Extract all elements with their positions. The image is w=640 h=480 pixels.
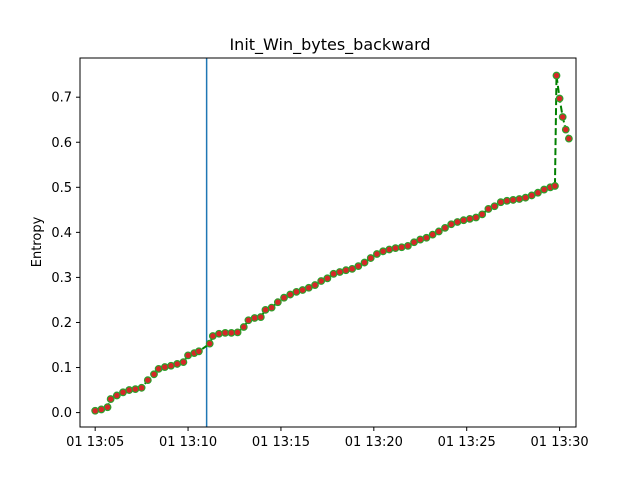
data-point (280, 293, 288, 302)
data-point (179, 358, 188, 367)
data-point (335, 268, 344, 276)
data-point (379, 247, 388, 256)
data-point (250, 314, 259, 322)
data-point (552, 71, 561, 80)
data-point (292, 287, 301, 296)
x-tick-label-0: 01 13:05 (66, 435, 124, 450)
data-point (131, 385, 140, 394)
data-point (154, 364, 163, 373)
data-point (106, 395, 115, 403)
data-point (194, 347, 203, 356)
data-point (490, 202, 499, 211)
data-point (91, 406, 100, 415)
x-tick-label-4: 01 13:25 (438, 435, 496, 450)
data-point (558, 113, 567, 121)
data-point (385, 245, 394, 254)
data-point (233, 328, 242, 337)
data-point (173, 360, 182, 368)
data-point (323, 274, 332, 283)
data-point (434, 227, 443, 236)
y-tick-label-4: 0.4 (51, 226, 72, 241)
data-point (311, 281, 319, 289)
data-point (503, 196, 511, 205)
data-point (391, 244, 400, 253)
data-point (422, 233, 431, 242)
data-point (534, 188, 542, 197)
data-point (465, 214, 474, 223)
y-axis-title: Entropy (30, 216, 45, 267)
data-point (360, 258, 369, 267)
y-tick-label-7: 0.7 (51, 91, 72, 106)
x-tick-label-5: 01 13:30 (531, 435, 589, 450)
data-point (428, 230, 437, 239)
data-point (515, 195, 524, 203)
data-point (509, 196, 518, 204)
y-tick-label-5: 0.5 (51, 181, 72, 196)
data-point (373, 250, 381, 258)
x-tick-label-2: 01 13:15 (252, 435, 310, 450)
data-point (167, 361, 175, 370)
y-tick-label-2: 0.2 (51, 316, 72, 331)
data-point (551, 182, 559, 190)
data-point (103, 403, 112, 412)
data-point (267, 303, 276, 312)
data-point (496, 198, 505, 207)
data-point (366, 254, 375, 262)
data-point (410, 238, 418, 247)
data-point (227, 328, 236, 337)
data-point (329, 269, 338, 278)
data-point (286, 290, 295, 299)
y-tick-label-0: 0.0 (51, 406, 72, 421)
data-point (484, 205, 493, 213)
data-point (256, 313, 265, 321)
chart-title: Init_Win_bytes_backward (229, 35, 430, 55)
y-axis: 0.0 0.1 0.2 0.3 0.4 0.5 0.6 0.7 (51, 91, 80, 421)
y-tick-label-6: 0.6 (51, 136, 72, 151)
data-point (459, 216, 468, 225)
data-point (205, 339, 214, 348)
data-point (125, 386, 134, 394)
data-point (453, 218, 462, 226)
x-axis: 01 13:05 01 13:10 01 13:15 01 13:20 01 13:25… (66, 427, 589, 450)
data-point (273, 298, 282, 307)
data-point (441, 223, 449, 232)
data-point (397, 243, 406, 252)
y-tick-label-3: 0.3 (51, 271, 72, 286)
y-tick-label-1: 0.1 (51, 361, 72, 376)
data-point (304, 283, 313, 292)
data-point (150, 370, 158, 379)
data-point (472, 213, 480, 222)
data-point (317, 277, 326, 285)
data-point (112, 391, 121, 400)
data-point (403, 241, 412, 250)
plot-frame (79, 57, 577, 428)
data-point (555, 94, 564, 103)
data-point (478, 210, 487, 219)
data-point (527, 191, 536, 200)
data-point (561, 125, 570, 134)
data-point (342, 266, 350, 275)
x-tick-label-1: 01 13:10 (159, 435, 217, 450)
data-point (137, 383, 146, 392)
data-point (215, 329, 223, 338)
plot-area (91, 58, 573, 427)
x-tick-label-3: 01 13:20 (345, 435, 403, 450)
data-point (416, 235, 425, 244)
data-point (143, 376, 152, 385)
data-point (239, 323, 248, 331)
data-point (160, 363, 169, 371)
series-points-0 (91, 71, 573, 415)
data-point (348, 264, 357, 273)
data-point (564, 134, 573, 143)
data-point (354, 262, 363, 271)
